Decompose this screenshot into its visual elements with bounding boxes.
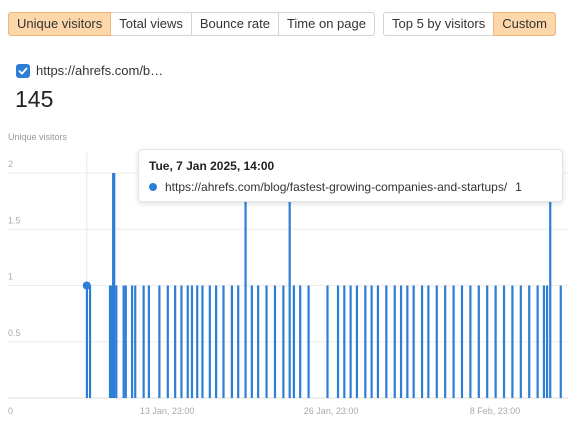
bar [142,285,145,398]
bar [460,285,464,398]
bar [273,285,277,398]
bar [196,285,199,398]
bar [265,285,268,398]
tooltip-series-name: https://ahrefs.com/blog/fastest-growing-… [165,180,508,194]
bar [174,285,177,398]
bar [519,285,522,398]
bar [349,285,352,398]
bar [244,173,247,398]
bar [250,285,253,398]
bar [494,285,497,398]
metric-time-on-page-button[interactable]: Time on page [277,12,375,36]
bar [201,285,204,398]
bar [435,285,438,398]
top-5-by-visitors-button[interactable]: Top 5 by visitors [383,12,495,36]
bar [186,285,189,398]
bar [452,285,455,398]
bar [511,285,514,398]
series-mode-selector: Top 5 by visitors Custom [383,12,556,36]
y-tick-label: 1.5 [8,215,21,225]
bar [113,173,116,398]
bar [542,285,546,398]
bar [85,285,88,398]
bar [376,285,380,398]
bar [299,285,302,398]
x-axis-ticks: 13 Jan, 23:00 26 Jan, 23:00 8 Feb, 23:00 [140,406,520,416]
metric-bounce-rate-button[interactable]: Bounce rate [190,12,279,36]
bar [147,285,150,398]
bar [336,285,340,398]
x-tick-label: 8 Feb, 23:00 [470,406,521,416]
bar [406,285,409,398]
bar [420,285,424,398]
bar [230,285,233,398]
bar [477,285,480,398]
series-label: https://ahrefs.com/b… [36,63,164,78]
bar [115,285,118,398]
bar [257,285,260,398]
bar [370,285,373,398]
y-axis-ticks: 0 0.5 1 1.5 2 [8,159,21,416]
chart-tooltip: Tue, 7 Jan 2025, 14:00 https://ahrefs.co… [138,149,563,202]
bar [282,285,285,398]
bar [292,285,295,398]
bar [528,285,531,398]
bar [399,285,403,398]
bar [307,285,310,398]
bar [124,285,127,398]
series-color-dot [149,183,157,191]
bar [412,285,415,398]
highlight-point [82,281,91,290]
y-tick-label: 0 [8,406,13,416]
y-tick-label: 1 [8,272,13,282]
total-value: 145 [15,86,54,112]
bar [502,285,506,398]
series-toggle[interactable]: https://ahrefs.com/b… [16,63,163,78]
bar [393,285,396,398]
bar [88,285,92,398]
series-checkbox[interactable] [16,63,30,78]
metric-selector: Unique visitors Total views Bounce rate … [8,12,375,36]
bar [364,285,367,398]
bar [536,285,539,398]
metric-unique-visitors-button[interactable]: Unique visitors [8,12,112,36]
bar [237,285,240,398]
chart-title: Unique visitors [8,132,68,142]
y-tick-label: 2 [8,159,13,169]
bar [190,285,194,398]
bar [355,285,359,398]
bar [134,285,137,398]
bar [122,285,125,398]
bar [549,173,552,398]
y-tick-label: 0.5 [8,328,21,338]
bar [158,285,161,398]
bar [385,285,388,398]
bar [444,285,447,398]
tooltip-value: 1 [515,180,522,194]
bar [208,285,211,398]
chart-bars [85,173,562,398]
bar [559,285,562,398]
bar [427,285,430,398]
bar [343,285,346,398]
bar [166,285,169,398]
bar [288,173,291,398]
bar [545,285,549,398]
bar [130,285,134,398]
tooltip-row: https://ahrefs.com/blog/fastest-growing-… [149,180,522,194]
bar [215,285,218,398]
bar [326,285,329,398]
checkmark-icon [18,67,28,74]
bar [180,285,183,398]
bar [486,285,489,398]
x-tick-label: 13 Jan, 23:00 [140,406,195,416]
custom-button[interactable]: Custom [493,12,556,36]
bar [469,285,472,398]
chart-grid [8,172,568,399]
bar [222,285,225,398]
x-tick-label: 26 Jan, 23:00 [304,406,359,416]
tooltip-title: Tue, 7 Jan 2025, 14:00 [149,159,275,173]
